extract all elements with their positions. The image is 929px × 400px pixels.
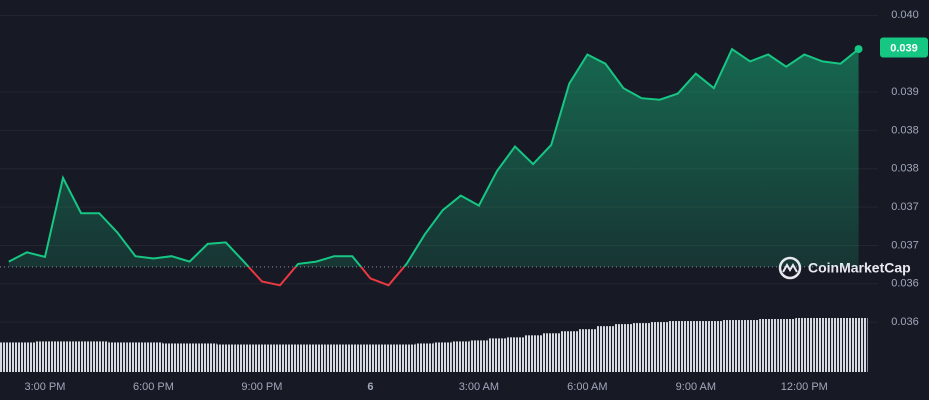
volume-bar: [17, 342, 36, 372]
last-price-label: 0.039: [890, 42, 918, 54]
volume-bar: [578, 329, 597, 372]
x-tick-label: 3:00 AM: [459, 381, 499, 393]
volume-bar: [415, 343, 434, 372]
y-tick-label: 0.036: [891, 316, 919, 328]
volume-bar: [216, 344, 235, 372]
volume-bar: [777, 319, 796, 372]
volume-bar: [433, 342, 452, 372]
last-price-badge: [880, 37, 928, 58]
volume-bar: [379, 344, 398, 372]
volume-bar: [849, 318, 868, 372]
volume-bar: [632, 323, 651, 372]
volume-bar: [650, 322, 669, 372]
volume-bar: [35, 341, 54, 372]
y-tick-label: 0.040: [891, 9, 919, 21]
y-tick-label: 0.037: [891, 201, 919, 213]
volume-bar: [126, 342, 145, 372]
volume-bar: [614, 324, 633, 372]
price-line-up: [8, 47, 860, 267]
x-tick-label: 9:00 PM: [241, 381, 282, 393]
volume-bar: [741, 320, 760, 372]
x-tick-label: 12:00 PM: [781, 381, 828, 393]
volume-bar: [0, 342, 18, 372]
watermark-logo: [778, 256, 802, 280]
x-tick-label: 3:00 PM: [24, 381, 65, 393]
volume-bar: [343, 344, 362, 372]
y-tick-label: 0.038: [891, 163, 919, 175]
x-tick-label: 6:00 PM: [133, 381, 174, 393]
volume-bar: [90, 341, 109, 372]
volume-bar: [252, 344, 271, 372]
volume-bar: [162, 343, 181, 372]
volume-bar: [144, 342, 163, 372]
volume-bar: [289, 344, 308, 372]
volume-bar: [234, 344, 253, 372]
volume-bar: [108, 342, 127, 372]
volume-bar: [469, 340, 488, 372]
volume-bar: [72, 341, 91, 372]
volume-bar: [451, 341, 470, 372]
volume-bar: [361, 344, 380, 372]
x-tick-label: 6: [367, 381, 373, 393]
volume-bar: [524, 335, 543, 372]
y-tick-label: 0.037: [891, 239, 919, 251]
volume-bar: [596, 326, 615, 372]
volume-bar: [198, 343, 217, 372]
volume-bar: [325, 344, 344, 372]
x-tick-label: 6:00 AM: [567, 381, 607, 393]
volume-bar: [270, 344, 290, 372]
y-tick-label: 0.039: [891, 86, 919, 98]
volume-bar: [686, 321, 705, 372]
volume-bar: [180, 343, 199, 372]
watermark-logo-mark: [782, 263, 798, 273]
volume-bar: [813, 318, 832, 372]
volume-bar: [307, 344, 326, 372]
volume-bar: [795, 318, 814, 372]
volume-bar: [831, 318, 850, 372]
price-area: [8, 49, 859, 267]
volume-bar: [542, 333, 561, 372]
x-tick-label: 9:00 AM: [676, 381, 716, 393]
volume-bar: [560, 331, 579, 372]
volume-bar: [759, 319, 778, 372]
watermark: CoinMarketCap: [778, 256, 911, 280]
y-tick-label: 0.036: [891, 278, 919, 290]
volume-bar: [668, 321, 687, 372]
volume-bar: [487, 338, 506, 372]
y-tick-label: 0.038: [891, 124, 919, 136]
watermark-text: CoinMarketCap: [808, 260, 911, 276]
volume-bar: [54, 341, 73, 372]
volume-bar: [722, 320, 742, 372]
last-point: [854, 45, 863, 54]
volume-bar: [704, 321, 723, 372]
volume-bar: [397, 344, 416, 372]
volume-bar: [506, 337, 525, 372]
